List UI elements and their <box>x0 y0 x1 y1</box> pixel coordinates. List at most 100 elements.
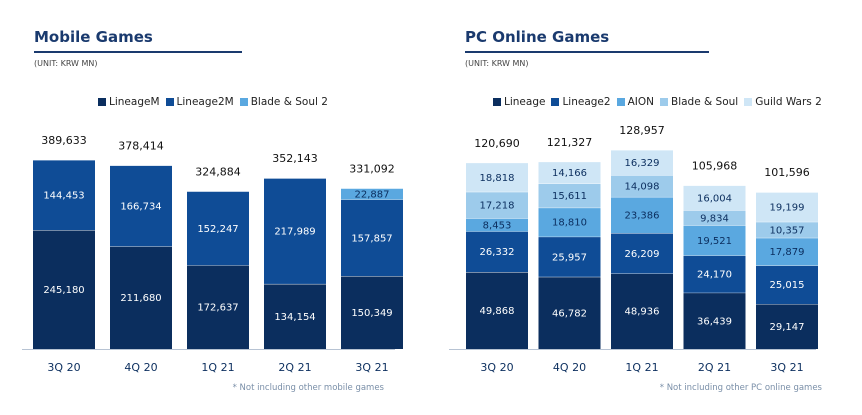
segment-value-label: 16,329 <box>625 158 660 169</box>
segment-value-label: 9,834 <box>700 213 729 224</box>
segment-value-label: 19,199 <box>770 203 805 214</box>
segment-value-label: 23,386 <box>625 210 660 221</box>
bar-segment-lineagem <box>264 283 326 349</box>
total-value-label: 352,143 <box>272 152 318 165</box>
bar-segment-aion <box>611 196 673 234</box>
segment-value-label: 25,015 <box>770 280 805 291</box>
legend-label: AION <box>627 96 654 108</box>
legend-label: Lineage <box>504 96 546 108</box>
mobile-games-chart: 245,180 144,453 389,633 3Q 20 211,680 166,734… <box>22 134 403 374</box>
bar-segment-lineagem <box>187 265 249 349</box>
bar-segment-guild-wars-2 <box>683 185 746 211</box>
total-value-label: 105,968 <box>692 159 738 172</box>
segment-value-label: 144,453 <box>43 191 84 202</box>
segment-value-label: 150,349 <box>351 308 392 319</box>
pc-title-underline <box>465 51 709 53</box>
x-tick-label: 1Q 21 <box>625 361 658 374</box>
pc-legend: Lineage Lineage2 AION Blade & Soul Guild War… <box>493 96 828 108</box>
x-tick-label: 3Q 20 <box>47 361 80 374</box>
legend-item: LineageM <box>98 96 160 108</box>
segment-value-label: 15,611 <box>552 191 587 202</box>
legend-swatch <box>744 98 753 106</box>
segment-value-label: 172,637 <box>197 303 238 314</box>
mobile-games-title: Mobile Games <box>34 28 153 46</box>
bar-segment-blade-soul <box>756 221 818 238</box>
segment-value-label: 46,782 <box>552 308 587 319</box>
legend-swatch <box>659 98 668 106</box>
mobile-title-underline <box>34 51 242 53</box>
segment-value-label: 14,166 <box>552 168 587 179</box>
pc-footnote: * Not including other PC online games <box>659 383 822 393</box>
segment-value-label: 22,887 <box>355 189 390 200</box>
bar-segment-blade-soul-2 <box>341 188 403 200</box>
legend-label: Guild Wars 2 <box>755 96 822 108</box>
segment-value-label: 8,453 <box>483 220 512 231</box>
mobile-legend: LineageM Lineage2M Blade & Soul 2 <box>98 96 334 108</box>
bar-segment-aion <box>683 225 746 256</box>
pc-online-games-panel: PC Online Games (UNIT: KRW MN) Lineage Li… <box>431 0 862 415</box>
mobile-games-panel: Mobile Games (UNIT: KRW MN) LineageM Line… <box>22 28 403 393</box>
segment-value-label: 24,170 <box>697 270 732 281</box>
segment-value-label: 18,810 <box>552 218 587 229</box>
segment-value-label: 217,989 <box>274 227 315 238</box>
pc-games-chart: 49,868 26,332 8,453 17,218 18,818 120,690 3Q 2… <box>449 124 818 374</box>
legend-item: Lineage <box>493 96 545 108</box>
bar-segment-lineage <box>756 304 818 349</box>
bar-segment-guild-wars-2 <box>538 161 601 184</box>
segment-value-label: 16,004 <box>697 193 732 204</box>
bar-segment-guild-wars-2 <box>466 162 528 192</box>
bar-segment-lineage <box>466 272 528 349</box>
legend-swatch <box>239 98 248 106</box>
segment-value-label: 26,209 <box>625 249 660 260</box>
legend-label: Blade & Soul 2 <box>250 96 328 108</box>
legend-label: LineageM <box>109 96 160 108</box>
total-value-label: 389,633 <box>41 134 87 147</box>
segment-value-label: 36,439 <box>697 316 732 327</box>
legend-label: Blade & Soul <box>670 96 739 108</box>
segment-value-label: 18,818 <box>480 173 515 184</box>
total-value-label: 121,327 <box>547 136 593 149</box>
bar-segment-lineagem <box>33 230 95 349</box>
pc-unit-label: (UNIT: KRW MN) <box>465 59 529 68</box>
legend-item: Lineage2 <box>551 96 611 108</box>
segment-value-label: 134,154 <box>274 312 315 323</box>
segment-value-label: 17,218 <box>480 201 515 212</box>
legend-label: Lineage2 <box>562 96 611 108</box>
bar-segment-lineage2m <box>110 165 172 247</box>
legend-item: AION <box>616 96 654 108</box>
bar-segment-lineage2m <box>187 191 249 266</box>
bar-segment-aion <box>538 207 601 237</box>
total-value-label: 324,884 <box>195 165 241 178</box>
bar-segment-lineagem <box>110 246 172 349</box>
bar-segment-lineage2 <box>538 236 601 277</box>
pc-games-title: PC Online Games <box>465 28 610 46</box>
bar-segment-aion <box>466 218 528 232</box>
segment-value-label: 25,957 <box>552 252 587 263</box>
legend-label: Lineage2M <box>176 96 234 108</box>
segment-value-label: 245,180 <box>43 285 84 296</box>
x-tick-label: 3Q 21 <box>770 361 803 374</box>
bar-segment-guild-wars-2 <box>756 192 818 222</box>
segment-value-label: 166,734 <box>120 201 161 212</box>
x-tick-label: 1Q 21 <box>201 361 234 374</box>
x-tick-label: 3Q 21 <box>355 361 388 374</box>
segment-value-label: 14,098 <box>625 182 660 193</box>
bar-segment-blade-soul <box>683 210 746 226</box>
segment-value-label: 48,936 <box>625 307 660 318</box>
segment-value-label: 211,680 <box>120 293 161 304</box>
bar-segment-lineage2 <box>756 265 818 305</box>
segment-value-label: 157,857 <box>351 233 392 244</box>
legend-item: Blade & Soul 2 <box>239 96 328 108</box>
legend-item: Blade & Soul <box>659 96 739 108</box>
segment-value-label: 19,521 <box>697 236 732 247</box>
legend-swatch <box>493 98 501 106</box>
bar-segment-guild-wars-2 <box>611 149 673 176</box>
bar-segment-lineage2 <box>466 231 528 273</box>
legend-swatch <box>98 98 106 106</box>
total-value-label: 378,414 <box>118 139 164 152</box>
total-value-label: 331,092 <box>349 162 395 175</box>
segment-value-label: 152,247 <box>197 224 238 235</box>
segment-value-label: 26,332 <box>480 247 515 258</box>
bar-segment-lineage2 <box>683 255 746 293</box>
bar-segment-blade-soul <box>466 191 528 219</box>
